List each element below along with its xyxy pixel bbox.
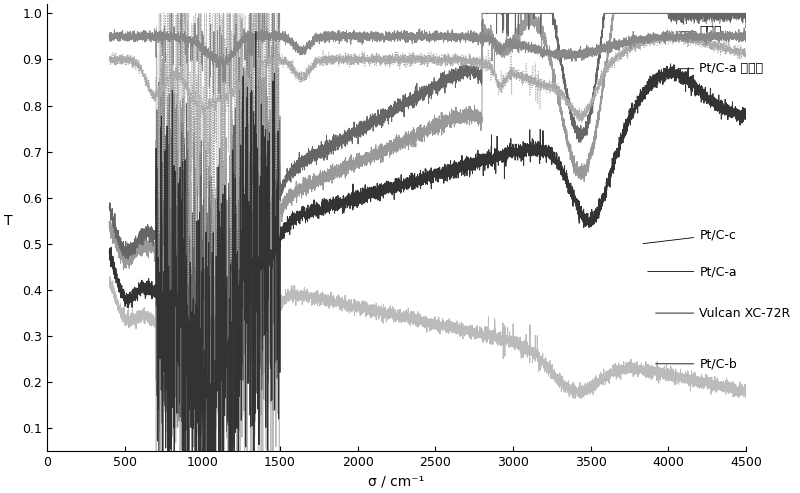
Text: Vulcan XC-72R: Vulcan XC-72R <box>655 307 790 319</box>
X-axis label: σ / cm⁻¹: σ / cm⁻¹ <box>369 475 425 489</box>
Text: 葡萄糖: 葡萄糖 <box>679 25 722 38</box>
Y-axis label: T: T <box>4 214 13 228</box>
Text: Pt/C-a 洗涤前: Pt/C-a 洗涤前 <box>679 62 763 75</box>
Text: Pt/C-b: Pt/C-b <box>655 357 737 370</box>
Text: Pt/C-a: Pt/C-a <box>648 265 737 278</box>
Text: Pt/C-c: Pt/C-c <box>643 228 736 244</box>
